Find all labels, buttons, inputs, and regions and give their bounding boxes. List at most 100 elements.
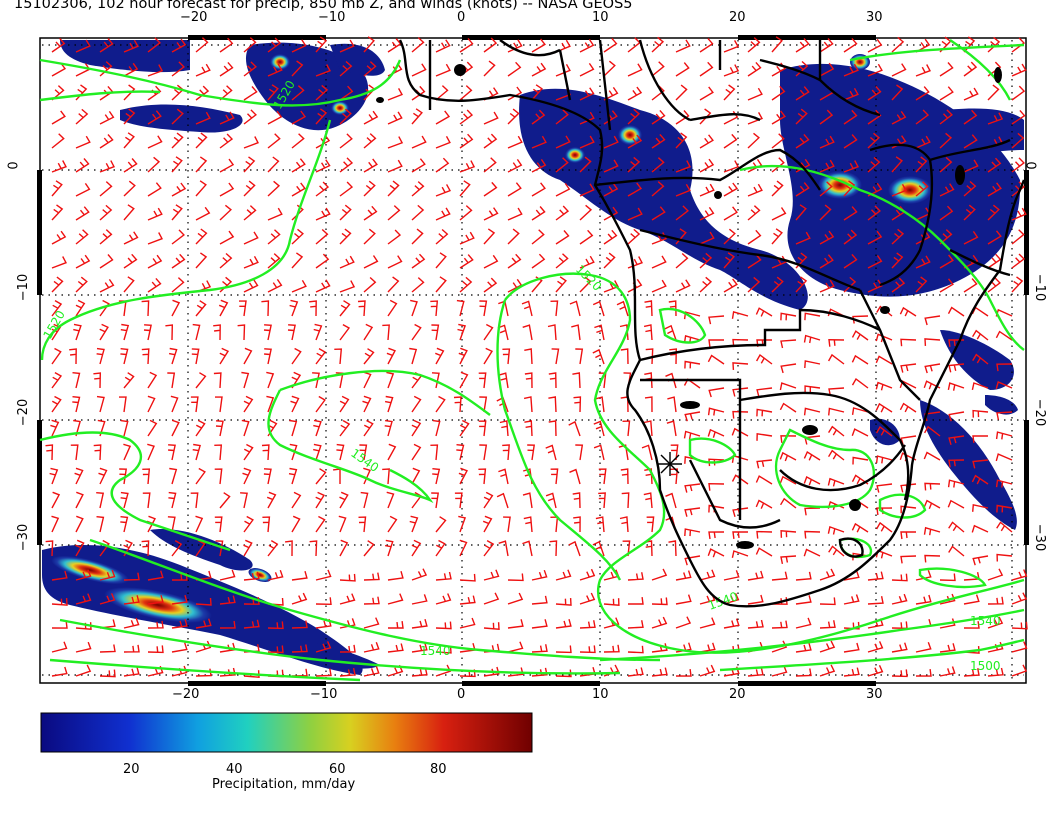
wind-barb bbox=[603, 598, 620, 606]
wind-barb bbox=[819, 640, 836, 653]
wind-barb bbox=[435, 110, 451, 125]
wind-barb bbox=[147, 570, 164, 581]
wind-barb bbox=[363, 110, 379, 125]
wind-barb bbox=[579, 592, 596, 605]
wind-barb bbox=[819, 135, 835, 149]
wind-barb bbox=[75, 254, 91, 269]
wind-barb bbox=[548, 420, 557, 437]
wind-barb bbox=[478, 372, 487, 389]
wind-barb bbox=[972, 435, 989, 443]
wind-barb bbox=[384, 395, 394, 413]
wind-barb bbox=[195, 372, 207, 389]
wind-barb bbox=[923, 380, 941, 390]
wind-barb bbox=[411, 181, 425, 197]
wind-barb bbox=[431, 492, 440, 509]
wind-barb bbox=[75, 491, 84, 509]
wind-barb bbox=[795, 86, 810, 101]
wind-barb bbox=[291, 644, 308, 653]
wind-barb bbox=[363, 276, 377, 293]
wind-barb bbox=[171, 38, 187, 53]
wind-barb bbox=[851, 522, 869, 533]
wind-barb bbox=[795, 231, 811, 245]
wind-barb bbox=[531, 253, 546, 269]
wind-barb bbox=[667, 396, 677, 413]
bottom-lon-tick: 20 bbox=[729, 687, 746, 702]
wind-barb bbox=[670, 444, 679, 461]
wind-barb bbox=[98, 467, 108, 485]
wind-barbs bbox=[45, 36, 1028, 678]
wind-barb bbox=[315, 668, 332, 677]
wind-barb bbox=[243, 515, 254, 533]
wind-barb bbox=[99, 299, 110, 317]
wind-barb bbox=[51, 598, 68, 606]
wind-barb bbox=[819, 204, 832, 221]
wind-barb bbox=[699, 61, 714, 77]
wind-barb bbox=[411, 277, 425, 293]
wind-barb bbox=[651, 85, 665, 101]
bottom-lon-tick: −20 bbox=[172, 687, 200, 702]
wind-barb bbox=[747, 112, 764, 125]
wind-barb bbox=[75, 39, 91, 53]
wind-barb bbox=[828, 387, 845, 397]
wind-barb bbox=[675, 39, 691, 53]
wind-barb bbox=[891, 277, 906, 293]
wind-barb bbox=[215, 540, 224, 557]
wind-barb bbox=[430, 444, 439, 461]
wind-barb bbox=[651, 255, 667, 269]
wind-barb bbox=[627, 207, 643, 221]
wind-barb bbox=[747, 37, 761, 53]
wind-barb bbox=[483, 592, 500, 605]
wind-barb bbox=[651, 61, 665, 77]
wind-barb bbox=[843, 594, 860, 605]
wind-barb bbox=[971, 329, 989, 341]
wind-barb bbox=[435, 85, 449, 101]
wind-barb bbox=[141, 300, 150, 317]
wind-barb bbox=[411, 323, 422, 341]
top-lon-tick: −20 bbox=[180, 10, 208, 25]
bottom-lon-tick: −10 bbox=[310, 687, 338, 702]
wind-barb bbox=[147, 645, 164, 654]
wind-barb bbox=[432, 419, 441, 437]
wind-barb bbox=[620, 348, 629, 365]
wind-barb bbox=[69, 348, 77, 365]
wind-barb bbox=[507, 592, 524, 605]
wind-barb bbox=[971, 382, 989, 391]
wind-barb bbox=[502, 348, 511, 365]
wind-barb bbox=[240, 492, 248, 509]
wind-barb bbox=[747, 183, 763, 197]
wind-barb bbox=[241, 419, 250, 437]
wind-barb bbox=[771, 228, 783, 245]
wind-barb bbox=[675, 183, 691, 197]
wind-barb bbox=[795, 595, 812, 605]
wind-barb bbox=[627, 86, 643, 101]
wind-barb bbox=[51, 347, 62, 365]
wind-barb bbox=[771, 276, 784, 293]
wind-barb bbox=[924, 554, 941, 563]
wind-barb bbox=[723, 252, 735, 269]
wind-barb bbox=[771, 85, 786, 101]
wind-barb bbox=[780, 363, 797, 374]
wind-barb bbox=[363, 323, 374, 341]
wind-barb bbox=[915, 669, 932, 677]
wind-barb bbox=[531, 206, 546, 221]
wind-barb bbox=[867, 63, 883, 77]
wind-barb bbox=[147, 182, 162, 197]
wind-barb bbox=[123, 132, 135, 149]
wind-barb bbox=[699, 569, 716, 581]
wind-barb bbox=[915, 135, 931, 149]
wind-barb bbox=[243, 205, 257, 221]
wind-barb bbox=[291, 228, 304, 245]
wind-barb bbox=[915, 641, 932, 653]
wind-barb bbox=[675, 62, 690, 77]
wind-barb bbox=[867, 85, 882, 101]
wind-barb bbox=[478, 420, 487, 437]
wind-barb bbox=[707, 354, 725, 365]
wind-barb bbox=[699, 207, 715, 221]
wind-barb bbox=[386, 371, 395, 389]
wind-barb bbox=[987, 596, 1004, 605]
wind-barb bbox=[267, 37, 282, 53]
wind-barb bbox=[192, 443, 201, 461]
wind-barb bbox=[357, 300, 366, 317]
wind-barb bbox=[363, 61, 377, 77]
top-lon-tick: 0 bbox=[457, 10, 466, 25]
